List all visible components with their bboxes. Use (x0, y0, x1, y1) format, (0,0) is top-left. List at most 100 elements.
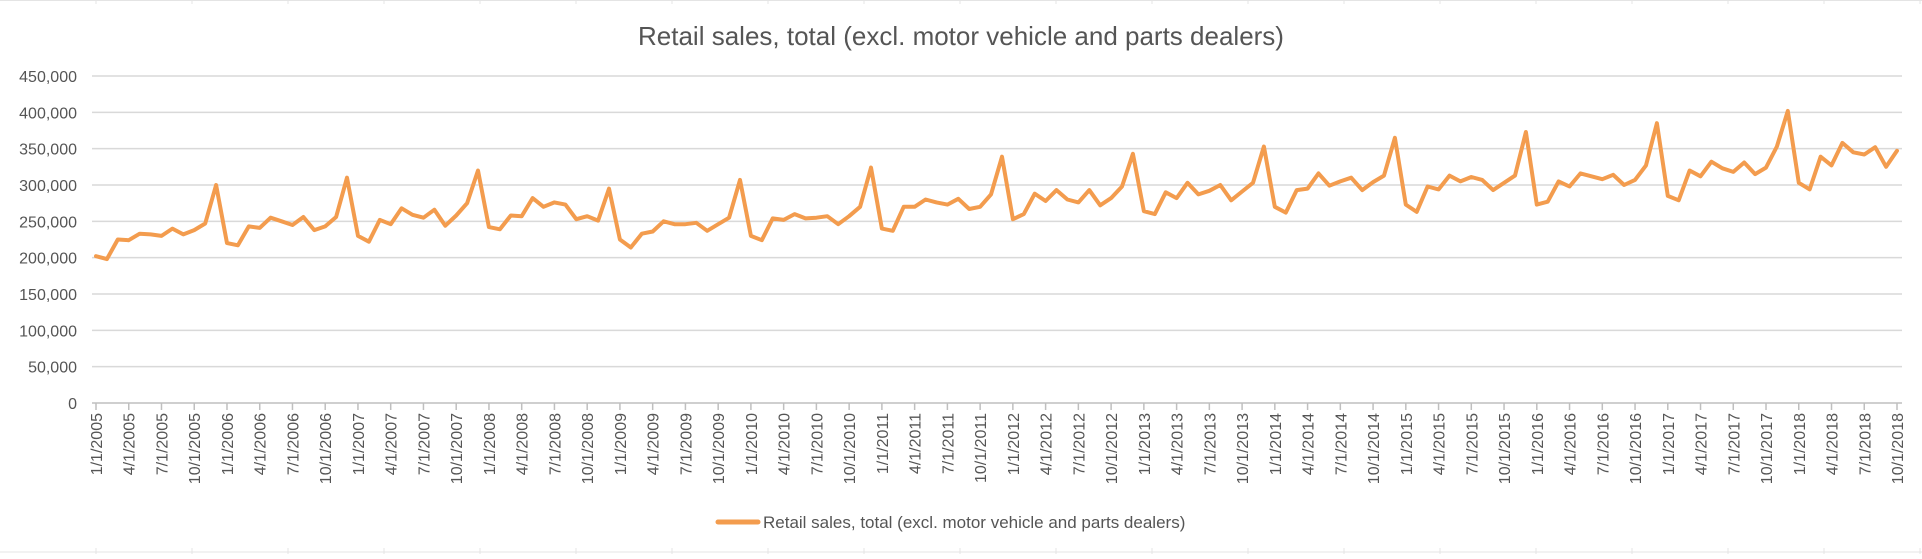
data-point (443, 224, 447, 228)
data-point (956, 197, 960, 201)
x-tick-label: 10/1/2005 (187, 413, 204, 484)
data-point (1742, 161, 1746, 164)
data-point (836, 222, 840, 226)
x-tick-label: 7/1/2017 (1726, 413, 1743, 475)
data-point (1709, 160, 1713, 164)
data-point (1022, 212, 1026, 216)
data-point (116, 238, 120, 241)
data-point (1688, 169, 1692, 172)
data-point (825, 214, 829, 218)
data-point (1338, 179, 1342, 183)
data-point (487, 225, 491, 229)
data-point (323, 224, 327, 228)
y-tick-label: 50,000 (28, 360, 77, 377)
x-tick-label: 4/1/2013 (1170, 413, 1187, 475)
data-point (1415, 210, 1419, 214)
x-tick-label: 4/1/2010 (777, 413, 794, 475)
data-point (1862, 153, 1866, 156)
data-point (520, 214, 524, 218)
data-point (1491, 188, 1495, 192)
x-tick-label: 4/1/2014 (1301, 413, 1318, 475)
legend-label: Retail sales, total (excl. motor vehicle… (763, 513, 1185, 532)
data-point (1873, 145, 1877, 149)
data-point (531, 196, 535, 200)
data-point (760, 238, 764, 242)
data-point (1055, 188, 1058, 192)
x-tick-label: 10/1/2010 (842, 413, 859, 484)
data-point (1207, 189, 1211, 193)
x-tick-label: 4/1/2016 (1563, 413, 1580, 475)
x-tick-label: 10/1/2017 (1759, 413, 1776, 484)
data-point (1371, 180, 1375, 184)
data-point (967, 207, 971, 211)
x-tick-label: 1/1/2018 (1792, 413, 1809, 475)
data-point (1797, 181, 1801, 185)
data-point (683, 222, 687, 226)
data-point (367, 240, 371, 244)
x-tick-label: 7/1/2005 (154, 413, 171, 475)
data-point (247, 224, 251, 228)
x-tick-label: 7/1/2014 (1333, 413, 1350, 475)
data-point (1218, 183, 1222, 187)
x-tick-label: 10/1/2007 (449, 413, 466, 484)
data-point (1524, 130, 1528, 134)
data-point (1666, 194, 1670, 198)
x-tick-label: 1/1/2008 (482, 413, 499, 475)
data-point (389, 222, 393, 226)
data-point (378, 218, 382, 222)
x-tick-label: 1/1/2017 (1661, 413, 1678, 475)
data-point (203, 222, 207, 225)
x-tick-label: 1/1/2016 (1530, 413, 1547, 475)
x-tick-label: 7/1/2006 (285, 413, 302, 475)
x-tick-label: 7/1/2007 (416, 413, 433, 475)
data-point (1655, 121, 1659, 125)
data-point (902, 205, 906, 209)
x-tick-label: 1/1/2010 (744, 413, 761, 475)
data-point (1851, 150, 1855, 154)
data-point (880, 227, 884, 231)
y-tick-label: 0 (68, 396, 77, 413)
data-point (432, 208, 436, 212)
data-point (804, 216, 807, 220)
x-tick-label: 4/1/2008 (515, 413, 532, 475)
data-point (1033, 192, 1037, 196)
x-tick-label: 10/1/2012 (1104, 413, 1121, 484)
data-point (498, 227, 502, 231)
data-point (1262, 145, 1266, 148)
data-point (618, 238, 622, 241)
data-point (1502, 181, 1506, 185)
data-point (978, 205, 982, 209)
data-point (225, 241, 229, 245)
data-point (1175, 196, 1179, 200)
x-tick-label: 7/1/2016 (1595, 413, 1612, 475)
data-point (258, 226, 262, 230)
data-point (422, 216, 425, 220)
data-point (1753, 172, 1757, 176)
x-tick-label: 7/1/2010 (809, 413, 826, 475)
x-tick-label: 10/1/2011 (973, 413, 990, 483)
data-point (1764, 166, 1768, 170)
data-point (236, 243, 240, 247)
data-point (1437, 187, 1441, 191)
data-point (1142, 209, 1146, 213)
chart-title: Retail sales, total (excl. motor vehicle… (638, 21, 1284, 51)
data-point (694, 221, 698, 225)
x-tick-label: 1/1/2009 (613, 413, 630, 475)
data-point (1109, 196, 1113, 200)
x-tick-label: 10/1/2013 (1235, 413, 1252, 484)
data-point (1098, 203, 1102, 207)
data-point (1251, 181, 1255, 185)
x-tick-label: 4/1/2018 (1825, 413, 1842, 475)
data-point (149, 232, 153, 236)
data-point (1731, 170, 1735, 174)
data-point (1186, 181, 1189, 185)
data-point (1720, 166, 1724, 170)
data-point (94, 254, 98, 258)
data-point (454, 214, 458, 217)
data-point (192, 228, 196, 232)
data-point (1000, 155, 1004, 159)
data-point (291, 223, 294, 227)
data-point (771, 216, 775, 220)
